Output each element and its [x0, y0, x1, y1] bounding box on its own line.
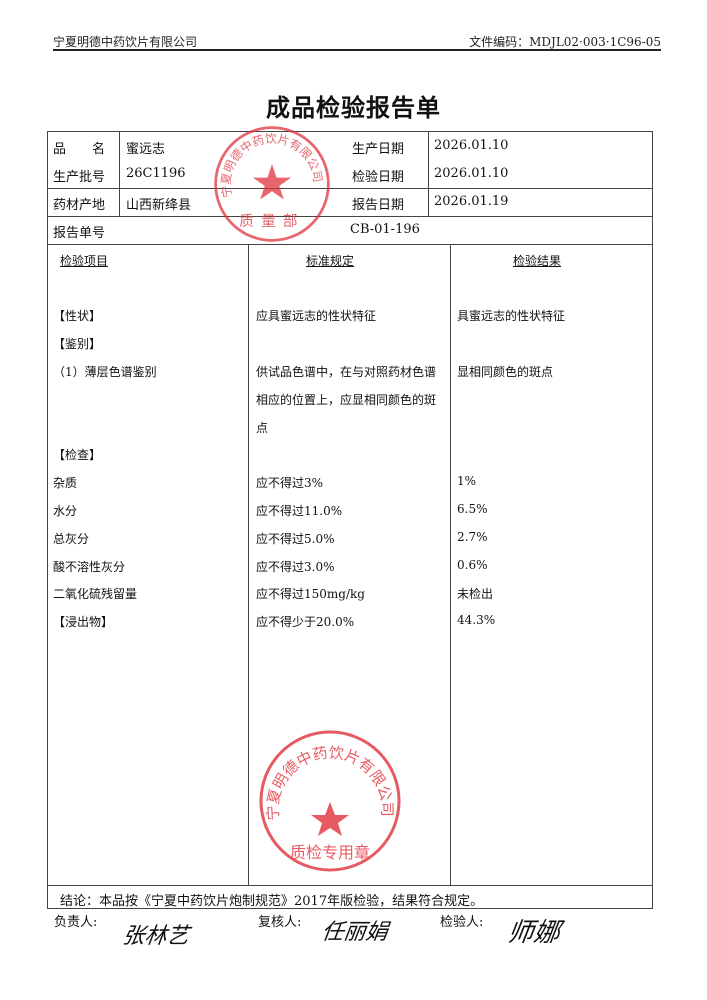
standard-cell: 应具蜜远志的性状特征: [256, 309, 377, 323]
item-cell: 【性状】: [53, 309, 102, 323]
quality-inspection-stamp: 宁夏明德中药饮片有限公司 质检专用章: [259, 730, 401, 872]
result-cell: 1%: [457, 474, 477, 488]
item-cell: 二氧化硫残留量: [53, 587, 138, 601]
item-cell: 杂质: [53, 476, 78, 490]
test-date: 2026.01.10: [434, 166, 509, 181]
conclusion: 结论：本品按《宁夏中药饮片炮制规范》2017年版检验，结果符合规定。: [60, 894, 484, 909]
standard-cell: 应不得过3.0%: [256, 560, 335, 574]
standard-cell-line: 点: [256, 421, 269, 435]
item-cell: （1）薄层色谱鉴别: [53, 365, 157, 379]
item-cell: 酸不溶性灰分: [53, 560, 126, 574]
column-header-item: 检验项目: [60, 254, 109, 268]
stamp-subtitle: 质量部: [239, 213, 304, 230]
result-cell: 0.6%: [457, 558, 488, 572]
batch-label: 生产批号: [53, 170, 106, 185]
responsible-signature: 张林艺: [120, 924, 191, 949]
production-date: 2026.01.10: [434, 138, 509, 153]
column-header-result: 检验结果: [513, 254, 562, 268]
standard-cell-line: 供试品色谱中，在与对照药材色谱: [256, 365, 437, 379]
origin-label: 药材产地: [53, 198, 106, 213]
standard-cell: 应不得过5.0%: [256, 532, 335, 546]
standard-cell: 应不得过150mg/kg: [256, 587, 365, 601]
batch-number: 26C1196: [126, 166, 186, 181]
result-cell: 具蜜远志的性状特征: [457, 309, 566, 323]
origin: 山西新绛县: [126, 198, 192, 213]
report-number-label: 报告单号: [53, 226, 106, 241]
item-cell: 【浸出物】: [53, 615, 114, 629]
inspector-label: 检验人:: [440, 915, 484, 930]
column-header-standard: 标准规定: [306, 254, 355, 268]
reviewer-signature: 任丽娟: [319, 920, 390, 945]
result-cell: 显相同颜色的斑点: [457, 365, 554, 379]
report-date-label: 报告日期: [352, 198, 405, 213]
test-date-label: 检验日期: [352, 170, 405, 185]
item-cell: 【鉴别】: [53, 337, 102, 351]
item-cell: 总灰分: [53, 532, 90, 546]
production-date-label: 生产日期: [352, 142, 405, 157]
result-cell: 6.5%: [457, 502, 488, 516]
stamp-subtitle: 质检专用章: [290, 843, 370, 862]
product-name: 蜜远志: [126, 142, 166, 157]
responsible-label: 负责人:: [54, 915, 98, 930]
report-date: 2026.01.19: [434, 194, 509, 209]
page-title: 成品检验报告单: [266, 93, 441, 122]
standard-cell: 应不得过3%: [256, 476, 324, 490]
quality-department-stamp: 宁夏明德中药饮片有限公司 质量部: [214, 126, 330, 242]
report-number: CB-01-196: [350, 222, 420, 237]
item-cell: 水分: [53, 504, 78, 518]
star-icon: [252, 164, 292, 200]
result-cell: 44.3%: [457, 613, 496, 627]
document-code: 文件编码：MDJL02·003·1C96-05: [469, 35, 661, 49]
inspector-signature: 师娜: [505, 918, 562, 948]
name-label: 品 名: [53, 142, 106, 157]
result-cell: 2.7%: [457, 530, 488, 544]
standard-cell: 应不得少于20.0%: [256, 615, 355, 629]
reviewer-label: 复核人:: [258, 915, 302, 930]
result-cell: 未检出: [457, 587, 494, 601]
standard-cell-line: 相应的位置上，应显相同颜色的斑: [256, 393, 437, 407]
company-name: 宁夏明德中药饮片有限公司: [53, 35, 198, 49]
header-divider: [53, 49, 661, 51]
star-icon: [311, 802, 349, 836]
item-cell: 【检查】: [53, 448, 102, 462]
standard-cell: 应不得过11.0%: [256, 504, 343, 518]
